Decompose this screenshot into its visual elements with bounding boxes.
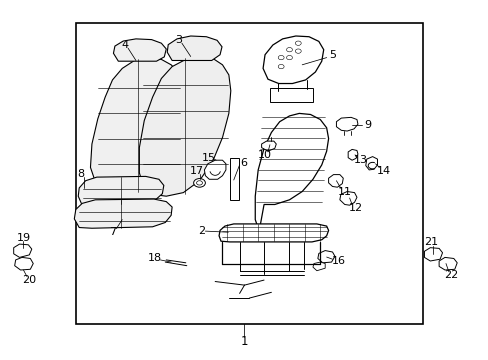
Text: 15: 15 xyxy=(202,153,216,163)
Polygon shape xyxy=(424,248,442,261)
Text: 14: 14 xyxy=(376,166,390,176)
Circle shape xyxy=(286,48,292,52)
Polygon shape xyxy=(167,36,222,60)
Text: 7: 7 xyxy=(109,227,116,237)
Polygon shape xyxy=(365,157,377,170)
Polygon shape xyxy=(328,175,343,187)
Circle shape xyxy=(193,179,205,187)
Polygon shape xyxy=(219,224,328,242)
Text: 8: 8 xyxy=(77,168,84,179)
Text: 10: 10 xyxy=(258,150,271,160)
Polygon shape xyxy=(204,160,225,179)
Text: 2: 2 xyxy=(198,226,204,236)
Bar xyxy=(229,158,238,200)
Text: 19: 19 xyxy=(17,233,30,243)
Text: 22: 22 xyxy=(443,270,457,280)
Polygon shape xyxy=(74,199,172,228)
Circle shape xyxy=(295,49,301,53)
Circle shape xyxy=(295,41,301,45)
Text: 11: 11 xyxy=(337,187,351,197)
Circle shape xyxy=(278,64,284,69)
Polygon shape xyxy=(90,58,183,195)
Text: 5: 5 xyxy=(328,50,335,60)
Circle shape xyxy=(196,181,202,185)
Polygon shape xyxy=(15,257,33,270)
Polygon shape xyxy=(339,192,356,205)
Polygon shape xyxy=(263,36,323,84)
Text: 4: 4 xyxy=(121,40,128,50)
Polygon shape xyxy=(317,251,334,263)
Text: 20: 20 xyxy=(22,275,36,285)
Polygon shape xyxy=(261,141,276,151)
Polygon shape xyxy=(438,257,456,270)
Circle shape xyxy=(286,55,292,60)
Polygon shape xyxy=(113,39,166,61)
Text: 9: 9 xyxy=(364,120,370,130)
Polygon shape xyxy=(312,262,325,271)
Text: 12: 12 xyxy=(348,203,362,213)
Polygon shape xyxy=(336,117,357,131)
Polygon shape xyxy=(14,244,32,257)
Bar xyxy=(76,23,422,324)
Text: 6: 6 xyxy=(240,158,246,168)
Text: 3: 3 xyxy=(175,35,182,45)
Text: 21: 21 xyxy=(424,237,437,247)
Polygon shape xyxy=(255,113,328,231)
Polygon shape xyxy=(78,176,163,205)
Polygon shape xyxy=(139,57,230,196)
Text: 18: 18 xyxy=(147,253,161,264)
Text: 16: 16 xyxy=(331,256,345,266)
Text: 13: 13 xyxy=(353,155,367,165)
Bar xyxy=(269,88,312,102)
Circle shape xyxy=(278,55,284,60)
Text: 1: 1 xyxy=(240,335,248,348)
Polygon shape xyxy=(347,149,357,160)
Text: 17: 17 xyxy=(189,166,203,176)
